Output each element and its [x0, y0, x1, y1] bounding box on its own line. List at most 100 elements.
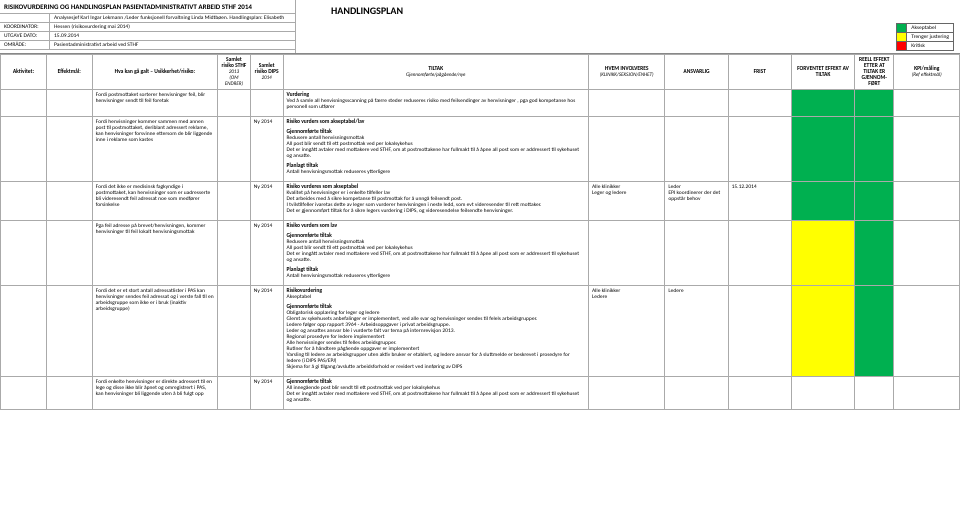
cell-hva: Fordi postmottaket sorterer henvisninger…	[92, 90, 217, 117]
col-hvem-sub: (KLINIKK/SEKSJON/ENHET)	[592, 72, 661, 78]
tiltak-text: Akseptabel	[287, 294, 585, 300]
cell-forventet	[791, 182, 854, 221]
legend-text: Trenger justering	[907, 34, 953, 40]
meta-row: OMRÅDE:Pasientadministrativt arbeid ved …	[0, 41, 295, 50]
cell-hva: Pga feil adresse på brevet/henvisningen,…	[92, 221, 217, 286]
tiltak-text: Obligatorisk opplæring for leger og lede…	[287, 310, 585, 370]
doc-title: RISIKOVURDERING OG HANDLINGSPLAN PASIENT…	[0, 0, 295, 14]
tiltak-paragraph: Planlagt tiltakAntall henvisningsmottak …	[287, 267, 585, 279]
cell-s1	[218, 90, 251, 117]
col-aktivitet: Aktivitet:	[1, 55, 47, 90]
col-s2-title: Samlet risiko DIPS	[255, 63, 279, 75]
cell-ansvarlig	[665, 221, 728, 286]
col-effektmal: Effektmål:	[46, 55, 92, 90]
cell-hvem	[588, 221, 664, 286]
cell-s1	[218, 286, 251, 377]
cell-tiltak: Risiko vurderes som akseptabelKvalitet p…	[283, 182, 588, 221]
col-hva: Hva kan gå galt – Usikkerhet/risiko:	[92, 55, 217, 90]
col-s1-note: (OM ENDRER)	[221, 75, 247, 87]
cell-s2: Ny 2014	[250, 117, 283, 182]
cell-hvem	[588, 117, 664, 182]
cell-tiltak: Risiko vurders som lavGjennomførte tilta…	[283, 221, 588, 286]
cell-reell	[855, 90, 894, 117]
cell-ansvarlig	[665, 377, 728, 410]
tiltak-heading: Risiko vurders som akseptabel/lav	[287, 119, 585, 125]
cell-kpi	[894, 286, 960, 377]
cell-hva: Fordi enkelte henvisninger er direkte ad…	[92, 377, 217, 410]
col-reell: REELL EFFEKT ETTER AT TILTAK ER GJENNOM-…	[855, 55, 894, 90]
tiltak-text: Kvalitet på henvisninger er i enkelte ti…	[287, 190, 585, 214]
tiltak-paragraph: VurderingVed å samle all henvisningsscan…	[287, 92, 585, 110]
cell-reell	[855, 182, 894, 221]
cell-frist	[728, 90, 791, 117]
legend-row: Akseptabel	[897, 24, 953, 33]
meta-value: 15.09.2014	[50, 32, 295, 40]
table-row: Fordi postmottaket sorterer henvisninger…	[1, 90, 960, 117]
tiltak-paragraph: Risiko vurders som lav	[287, 223, 585, 229]
legend-swatch	[897, 33, 907, 41]
col-s2: Samlet risiko DIPS 2014	[250, 55, 283, 90]
cell-aktivitet	[1, 221, 47, 286]
cell-hvem	[588, 90, 664, 117]
meta-value: Analysesjef Karl Ingar Lekmann /Leder fu…	[50, 14, 295, 22]
cell-kpi	[894, 90, 960, 117]
col-kpi-sub: (Ref effektmål)	[897, 72, 956, 78]
meta-row: UTGAVE DATO:15.09.2014	[0, 32, 295, 41]
header-gap	[295, 0, 325, 53]
cell-ansvarlig: Ledere	[665, 286, 728, 377]
cell-hvem	[588, 377, 664, 410]
cell-effektmal	[46, 286, 92, 377]
cell-frist	[728, 377, 791, 410]
cell-aktivitet	[1, 182, 47, 221]
tiltak-text: Redusere antall henvisningsmottakAll pos…	[287, 239, 585, 263]
cell-effektmal	[46, 117, 92, 182]
legend-swatch	[897, 42, 907, 50]
tiltak-paragraph: Gjennomførte tiltakRedusere antall henvi…	[287, 129, 585, 159]
cell-tiltak: RisikovurderingAkseptabel Gjennomførte ti…	[283, 286, 588, 377]
cell-forventet	[791, 377, 854, 410]
cell-forventet	[791, 286, 854, 377]
cell-kpi	[894, 221, 960, 286]
cell-ansvarlig: LederEPJ koordinerer der det oppstår beh…	[665, 182, 728, 221]
meta-row: KOORDINATOR:Hessen (risikovurdering mai …	[0, 23, 295, 32]
cell-aktivitet	[1, 286, 47, 377]
tiltak-text: All innegående post blir sendt til ett p…	[287, 385, 585, 403]
cell-forventet	[791, 221, 854, 286]
tiltak-paragraph: Gjennomførte tiltakAll innegående post b…	[287, 379, 585, 403]
col-ansvarlig: ANSVARLIG	[665, 55, 728, 90]
col-s1-title: Samlet risiko STHF	[222, 57, 247, 69]
cell-hvem: Alle klinikkerLeger og ledere	[588, 182, 664, 221]
tiltak-paragraph: Risiko vurders som akseptabel/lav	[287, 119, 585, 125]
cell-kpi	[894, 117, 960, 182]
cell-reell	[855, 377, 894, 410]
header-left: RISIKOVURDERING OG HANDLINGSPLAN PASIENT…	[0, 0, 295, 53]
cell-effektmal	[46, 377, 92, 410]
cell-s2: Ny 2014	[250, 377, 283, 410]
cell-ansvarlig	[665, 90, 728, 117]
cell-frist: 15.12.2014	[728, 182, 791, 221]
meta-value: Hessen (risikovurdering mai 2014)	[50, 23, 295, 31]
legend-text: Akseptabel	[907, 25, 940, 31]
table-row: Fordi det er et stort antall adressatlis…	[1, 286, 960, 377]
tiltak-paragraph: RisikovurderingAkseptabel	[287, 288, 585, 300]
col-forventet: FORVENTET EFFEKT AV TILTAK	[791, 55, 854, 90]
table-row: Fordi enkelte henvisninger er direkte ad…	[1, 377, 960, 410]
cell-reell	[855, 286, 894, 377]
cell-s2: Ny 2014	[250, 286, 283, 377]
cell-frist	[728, 221, 791, 286]
table-row: Pga feil adresse på brevet/henvisningen,…	[1, 221, 960, 286]
col-s2-year: 2014	[254, 75, 280, 81]
cell-tiltak: Risiko vurders som akseptabel/lav Gjennom…	[283, 117, 588, 182]
cell-aktivitet	[1, 90, 47, 117]
cell-reell	[855, 221, 894, 286]
meta-label: KOORDINATOR:	[0, 23, 50, 31]
cell-forventet	[791, 90, 854, 117]
tiltak-paragraph: Gjennomførte tiltakObligatorisk opplærin…	[287, 304, 585, 370]
page: RISIKOVURDERING OG HANDLINGSPLAN PASIENT…	[0, 0, 960, 410]
legend-row: Trenger justering	[897, 33, 953, 42]
col-hvem: HVEM INVOLVERES (KLINIKK/SEKSJON/ENHET)	[588, 55, 664, 90]
cell-kpi	[894, 377, 960, 410]
cell-hva: Fordi det er et stort antall adressatlis…	[92, 286, 217, 377]
col-s1: Samlet risiko STHF 2013 (OM ENDRER)	[218, 55, 251, 90]
header: RISIKOVURDERING OG HANDLINGSPLAN PASIENT…	[0, 0, 960, 54]
